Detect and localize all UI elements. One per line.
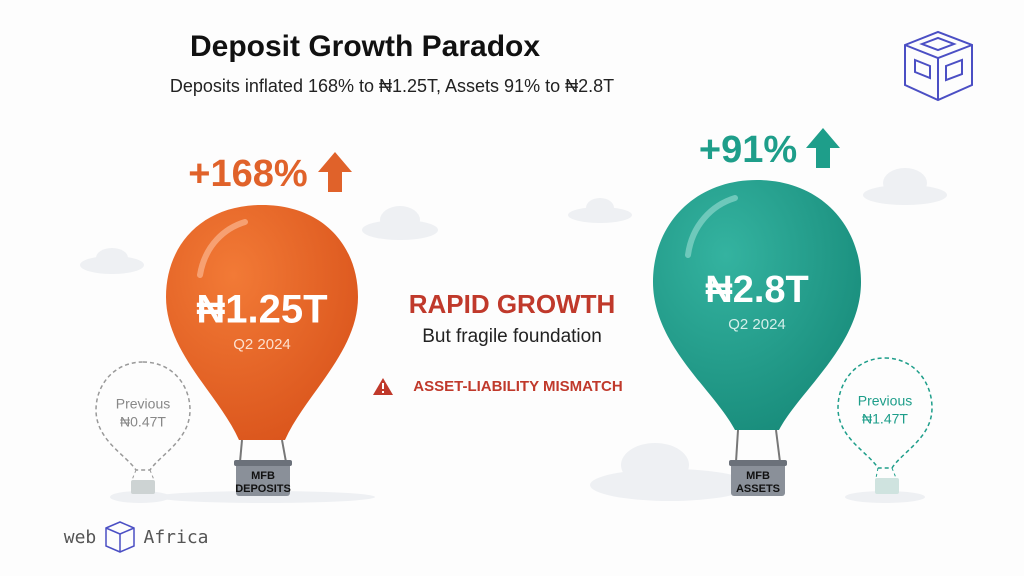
deposits-balloon — [166, 205, 358, 496]
warning-icon-dot — [382, 391, 384, 393]
balloon-value: ₦2.8T — [705, 269, 808, 311]
warning-icon-mark — [382, 383, 384, 389]
warning: ASSET-LIABILITY MISMATCH — [413, 378, 622, 395]
previous-value: ₦0.47T — [120, 414, 166, 430]
previous-label: Previous — [858, 393, 912, 409]
brand-left: web — [64, 527, 97, 548]
balloon-period: Q2 2024 — [728, 316, 786, 333]
subtitle: Deposits inflated 168% to ₦1.25T, Assets… — [170, 76, 614, 96]
previous-balloon — [837, 357, 933, 494]
basket-label: MFB — [746, 470, 770, 482]
up-arrow — [318, 152, 352, 192]
logo — [904, 30, 973, 102]
previous-value: ₦1.47T — [862, 411, 908, 427]
previous-balloon — [95, 361, 191, 494]
up-arrow — [806, 128, 840, 168]
brand-right: Africa — [143, 527, 208, 548]
subtext: But fragile foundation — [422, 326, 602, 347]
brand-logo — [105, 521, 135, 553]
assets-balloon — [653, 180, 861, 496]
clouds — [80, 168, 947, 503]
headline: RAPID GROWTH — [409, 289, 616, 319]
balloon-value: ₦1.25T — [196, 288, 327, 332]
previous-label: Previous — [116, 396, 170, 412]
basket-label: DEPOSITS — [235, 483, 291, 495]
change-label: +168% — [188, 153, 307, 195]
balloon-period: Q2 2024 — [233, 336, 291, 353]
title: Deposit Growth Paradox — [190, 30, 540, 63]
basket-label: MFB — [251, 470, 275, 482]
change-label: +91% — [699, 129, 797, 171]
basket-label: ASSETS — [736, 483, 780, 495]
